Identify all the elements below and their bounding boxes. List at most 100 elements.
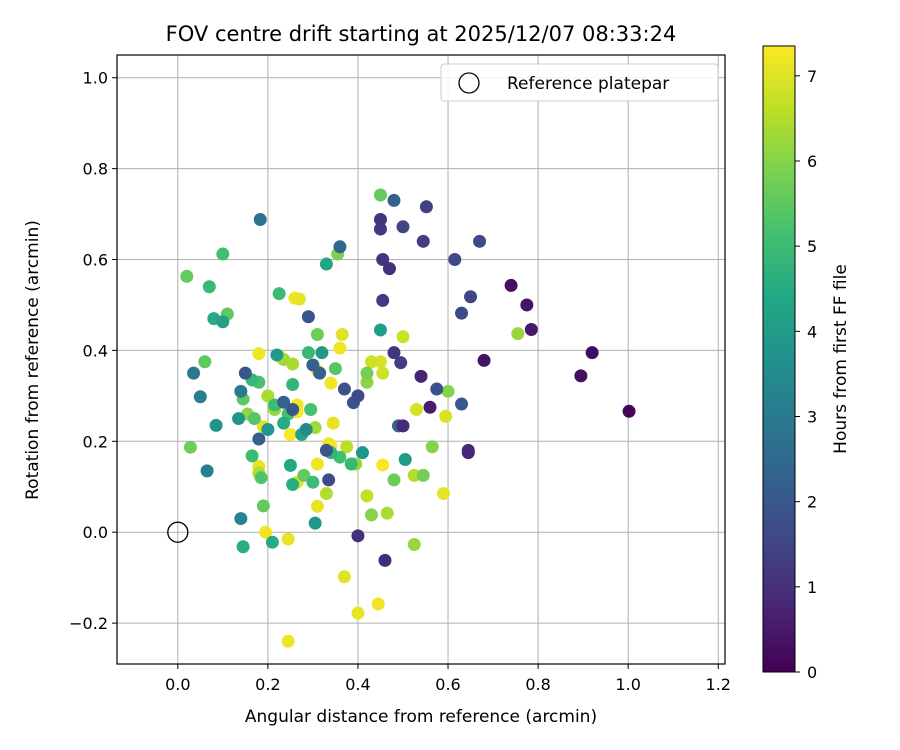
data-point bbox=[310, 328, 324, 342]
data-point bbox=[414, 369, 428, 383]
colorbar-tick-label: 5 bbox=[807, 237, 817, 256]
data-point bbox=[301, 310, 315, 324]
data-point bbox=[245, 449, 259, 463]
x-tick-label: 0.8 bbox=[525, 675, 550, 694]
x-axis-ticks: 0.0 0.2 0.4 0.6 0.8 1.0 1.2 bbox=[165, 664, 731, 694]
data-point bbox=[180, 269, 194, 283]
data-point bbox=[319, 487, 333, 501]
data-point bbox=[286, 377, 300, 391]
data-point bbox=[364, 508, 378, 522]
data-point bbox=[315, 346, 329, 360]
data-point bbox=[324, 376, 338, 390]
y-tick-label: 0.2 bbox=[83, 432, 108, 451]
y-axis-ticks: −0.2 0.0 0.2 0.4 0.6 0.8 1.0 bbox=[69, 69, 117, 633]
data-point bbox=[371, 597, 385, 611]
data-point bbox=[261, 389, 275, 403]
data-point bbox=[252, 432, 266, 446]
data-point bbox=[455, 397, 469, 411]
data-point bbox=[409, 402, 423, 416]
x-tick-label: 0.0 bbox=[165, 675, 190, 694]
y-tick-label: 0.0 bbox=[83, 523, 108, 542]
colorbar-tick-label: 2 bbox=[807, 493, 817, 512]
data-point bbox=[259, 525, 273, 539]
data-point bbox=[232, 412, 246, 426]
data-point bbox=[355, 446, 369, 460]
data-point bbox=[319, 257, 333, 271]
colorbar: 0 1 2 3 4 5 6 7 Hours from first FF file bbox=[762, 45, 851, 682]
colorbar-tick-label: 6 bbox=[807, 152, 817, 171]
data-point bbox=[376, 366, 390, 380]
data-point bbox=[396, 330, 410, 344]
y-axis-label: Rotation from reference (arcmin) bbox=[23, 220, 43, 500]
data-point bbox=[448, 253, 462, 267]
data-point bbox=[310, 499, 324, 513]
data-point bbox=[304, 402, 318, 416]
data-point bbox=[360, 366, 374, 380]
data-point bbox=[574, 369, 588, 383]
data-point bbox=[265, 535, 279, 549]
data-point bbox=[396, 419, 410, 433]
data-point bbox=[376, 253, 390, 267]
data-point bbox=[308, 516, 322, 530]
reference-marker-group bbox=[167, 521, 189, 543]
data-point bbox=[585, 346, 599, 360]
colorbar-tick-label: 4 bbox=[807, 322, 817, 341]
data-point bbox=[238, 366, 252, 380]
data-point bbox=[283, 427, 297, 441]
data-point bbox=[286, 477, 300, 491]
data-point bbox=[360, 375, 374, 389]
data-point bbox=[277, 395, 291, 409]
chart-title: FOV centre drift starting at 2025/12/07 … bbox=[166, 22, 677, 46]
colorbar-label: Hours from first FF file bbox=[831, 264, 851, 454]
data-point bbox=[407, 468, 421, 482]
colorbar-tick-label: 1 bbox=[807, 578, 817, 597]
colorbar-tick-label: 3 bbox=[807, 407, 817, 426]
data-point bbox=[261, 422, 275, 436]
data-point bbox=[301, 346, 315, 360]
data-point bbox=[198, 355, 212, 369]
data-point bbox=[286, 402, 300, 416]
data-point bbox=[216, 247, 230, 261]
y-tick-label: 0.8 bbox=[83, 160, 108, 179]
data-point bbox=[202, 280, 216, 294]
x-tick-label: 0.2 bbox=[255, 675, 280, 694]
legend-reference-marker bbox=[458, 72, 480, 94]
legend-box bbox=[440, 63, 719, 102]
x-tick-label: 0.6 bbox=[435, 675, 460, 694]
data-point bbox=[326, 416, 340, 430]
data-point bbox=[477, 353, 491, 367]
data-point bbox=[297, 468, 311, 482]
data-point bbox=[236, 540, 250, 554]
data-point bbox=[416, 234, 430, 248]
data-point bbox=[322, 473, 336, 487]
data-point bbox=[524, 323, 538, 337]
data-point bbox=[187, 366, 201, 380]
y-tick-label: 1.0 bbox=[83, 69, 108, 88]
data-point bbox=[183, 440, 197, 454]
data-point bbox=[292, 292, 306, 306]
x-tick-label: 0.4 bbox=[345, 675, 370, 694]
data-point bbox=[373, 188, 387, 202]
data-point bbox=[351, 389, 365, 403]
data-point bbox=[272, 287, 286, 301]
data-point bbox=[310, 457, 324, 471]
data-point bbox=[511, 327, 525, 341]
data-point bbox=[281, 634, 295, 648]
data-point bbox=[441, 384, 455, 398]
data-point bbox=[430, 382, 444, 396]
data-point bbox=[333, 341, 347, 355]
data-point bbox=[319, 443, 333, 457]
legend-entry-reference-platepar: Reference platepar bbox=[507, 74, 669, 94]
data-point bbox=[270, 348, 284, 362]
data-point bbox=[376, 293, 390, 307]
data-point bbox=[337, 382, 351, 396]
data-point bbox=[394, 356, 408, 370]
y-tick-label: −0.2 bbox=[69, 614, 108, 633]
y-tick-label: 0.4 bbox=[83, 341, 108, 360]
y-tick-label: 0.6 bbox=[83, 251, 108, 270]
colorbar-tick-label: 7 bbox=[807, 67, 817, 86]
reference-platepar-marker bbox=[167, 521, 189, 543]
data-point bbox=[437, 487, 451, 501]
data-point bbox=[455, 306, 469, 320]
data-point bbox=[256, 499, 270, 513]
